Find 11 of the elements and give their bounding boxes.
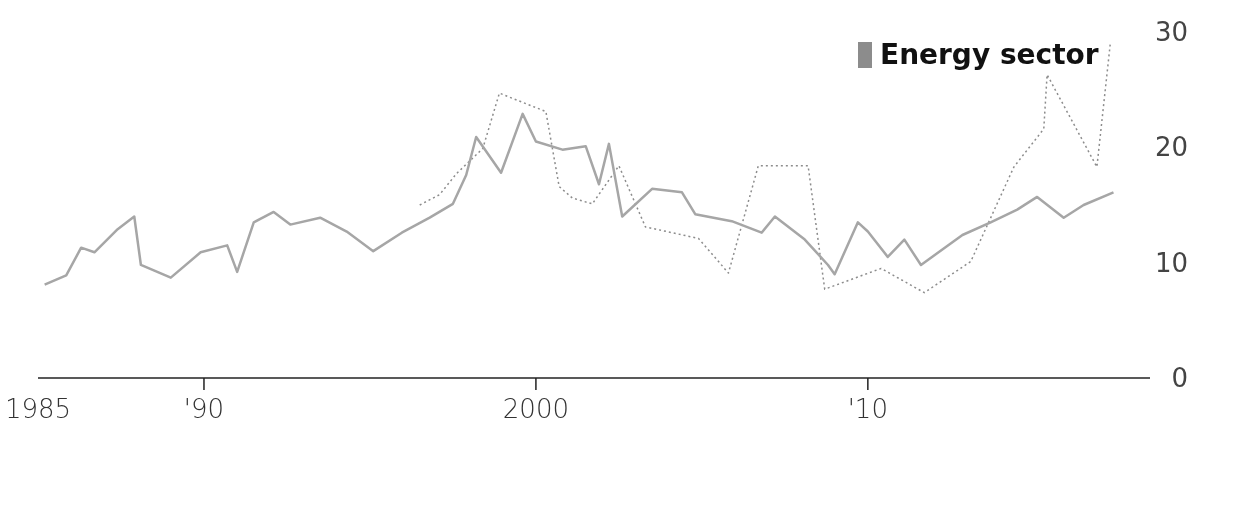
y-tick-label: 0 <box>1171 363 1188 393</box>
x-tick-label: 2000 <box>502 394 569 424</box>
x-tick-label: '90 <box>183 394 225 424</box>
line-series <box>43 112 1115 286</box>
line-series <box>418 43 1111 294</box>
x-tick-label: '10 <box>847 394 888 424</box>
y-tick-label: 20 <box>1154 132 1188 163</box>
y-tick-label: 30 <box>1154 17 1188 47</box>
y-tick-label: 10 <box>1154 247 1188 278</box>
x-tick-label: 1985 <box>4 394 72 424</box>
legend-label: Energy sector <box>880 38 1099 71</box>
